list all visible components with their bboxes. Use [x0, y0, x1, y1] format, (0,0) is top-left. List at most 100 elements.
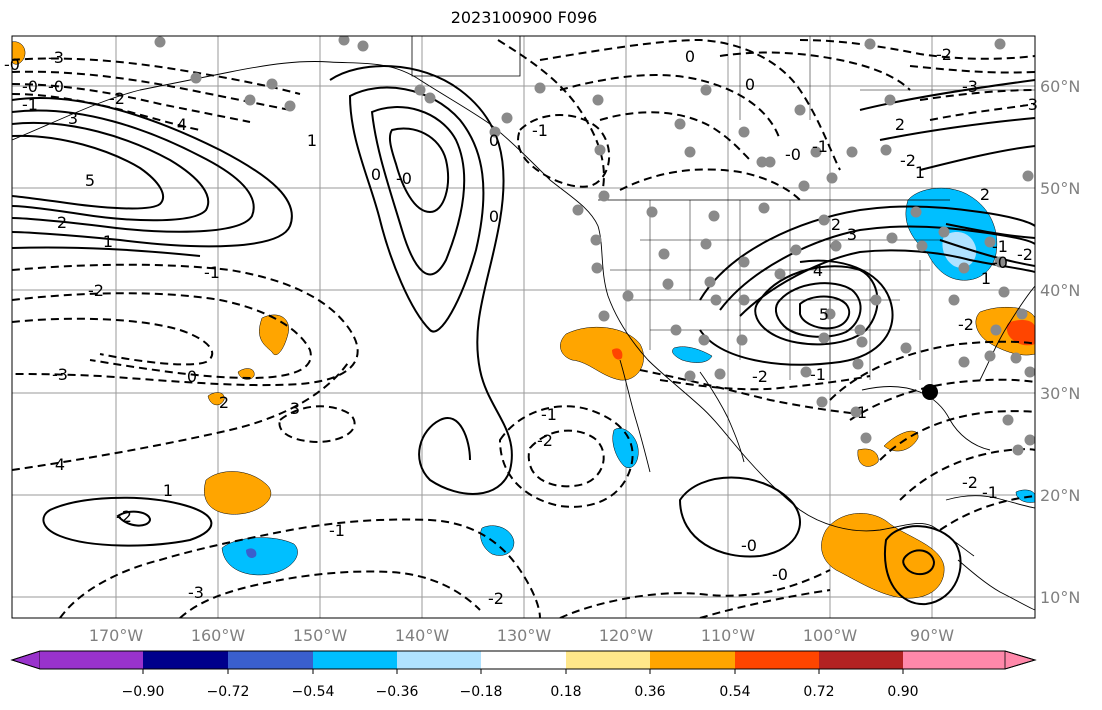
contour-solid: [879, 117, 1035, 141]
station-dot: [998, 286, 1010, 298]
contour-label: 5: [819, 305, 829, 324]
station-dot: [958, 356, 970, 368]
station-dot: [850, 406, 862, 418]
colorbar-segment: [313, 651, 397, 669]
station-dot: [590, 234, 602, 246]
shade-orange: [207, 392, 225, 406]
colorbar-tick-label: 0.72: [803, 684, 834, 700]
station-dot: [684, 370, 696, 382]
contour-label: -1: [812, 137, 828, 156]
contour-label: 3: [847, 225, 857, 244]
contour-solid: [754, 265, 879, 346]
contour-label: -0: [22, 77, 38, 96]
contour-label: 2: [831, 215, 841, 234]
station-dot: [357, 40, 369, 52]
longitude-label: 110°W: [701, 626, 756, 645]
contour-label: -2: [88, 281, 104, 300]
contour-solid: [799, 295, 851, 330]
contour-label: -2: [900, 151, 916, 170]
colorbar-ticks: −0.90 −0.72 −0.54 −0.36 −0.18 0.18 0.36 0.54 0.7…: [122, 669, 919, 700]
contour-label: 1: [163, 481, 173, 500]
contour-label: -2: [752, 367, 768, 386]
colorbar-segment: [566, 651, 650, 669]
contour-label: -2: [936, 45, 952, 64]
contour-label: -0: [396, 169, 412, 188]
station-dot: [698, 334, 710, 346]
station-dot: [1016, 308, 1028, 320]
contour-label: -1: [541, 405, 557, 424]
station-dot: [884, 94, 896, 106]
contour-label: 2: [219, 393, 229, 412]
contours: [12, 65, 1035, 606]
colorbar-tick-label: −0.72: [207, 684, 250, 700]
longitude-label: 170°W: [89, 626, 144, 645]
contour-label: -0: [992, 253, 1008, 272]
contour-label: -2: [1017, 245, 1033, 264]
shade-orange: [259, 314, 289, 356]
contour-label: -0: [772, 565, 788, 584]
contour-label: 4: [177, 115, 187, 134]
contour-label: -0: [785, 145, 801, 164]
station-dot: [886, 232, 898, 244]
station-dot: [591, 262, 603, 274]
contour-solid: [678, 476, 801, 558]
station-dot: [860, 432, 872, 444]
contour-label: 1: [103, 232, 113, 251]
station-dot: [154, 36, 166, 48]
contour-solid: [12, 246, 201, 257]
shade-royalblue: [246, 548, 257, 558]
highlight-dot: [922, 384, 938, 400]
shade-blue: [672, 346, 713, 363]
colorbar-tick-label: −0.36: [376, 684, 419, 700]
contour-label: -2: [958, 315, 974, 334]
colorbar-segment: [481, 651, 566, 669]
station-dot: [764, 156, 776, 168]
longitude-labels: 170°W 160°W 150°W 140°W 130°W 120°W 110°W 100°W…: [89, 626, 954, 645]
contours-dashed: [12, 38, 1035, 618]
colorbar-tick-label: −0.54: [292, 684, 335, 700]
colorbar-segment: [397, 651, 481, 669]
station-dot: [958, 262, 970, 274]
station-dot: [818, 332, 830, 344]
longitude-label: 140°W: [395, 626, 450, 645]
station-dot: [818, 214, 830, 226]
contour-label: 2: [57, 213, 67, 232]
station-dot: [736, 334, 748, 346]
station-dot: [572, 204, 584, 216]
colorbar: [10, 650, 1037, 670]
contour-label: 3: [68, 109, 78, 128]
station-dot: [990, 324, 1002, 336]
station-dot: [948, 294, 960, 306]
contour-solid: [919, 145, 1035, 171]
shade-orange: [857, 448, 879, 467]
station-dot: [674, 118, 686, 130]
contour-solid: [329, 65, 513, 495]
contour-solid: [12, 97, 293, 248]
contour-label: -2: [488, 589, 504, 608]
station-dot: [800, 366, 812, 378]
station-dot: [684, 146, 696, 158]
contour-label: -1: [329, 521, 345, 540]
latitude-label: 10°N: [1040, 588, 1080, 607]
contour-label: 0: [745, 75, 755, 94]
station-dot: [266, 78, 278, 90]
shade-red: [1006, 320, 1035, 346]
longitude-label: 120°W: [599, 626, 654, 645]
longitude-label: 160°W: [191, 626, 246, 645]
station-dot: [714, 368, 726, 380]
contour-label: 2: [895, 115, 905, 134]
contour-solid: [348, 86, 485, 333]
station-dot: [756, 156, 768, 168]
contour-label: 1: [915, 163, 925, 182]
contour-label: 3: [290, 399, 300, 418]
colorbar-tick-label: −0.18: [460, 684, 503, 700]
contour-solid: [12, 134, 165, 210]
contour-solid: [12, 121, 210, 222]
contour-label: -2: [962, 473, 978, 492]
station-dot: [910, 206, 922, 218]
shade-orange: [204, 471, 272, 515]
station-dot: [338, 36, 350, 46]
station-dot: [854, 324, 866, 336]
station-dot: [774, 268, 786, 280]
